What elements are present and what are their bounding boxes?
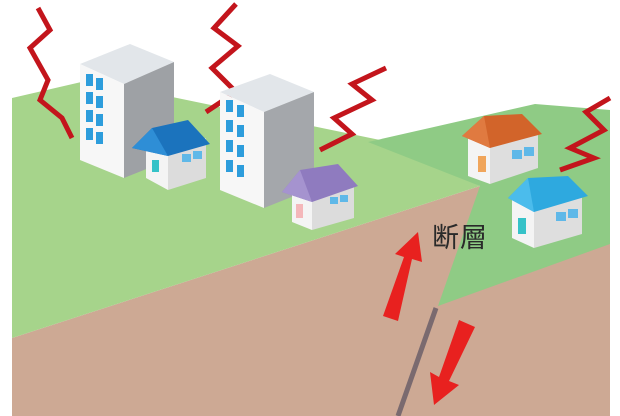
house-icon — [282, 164, 358, 230]
fault-line — [395, 307, 439, 416]
house-icon — [132, 120, 210, 190]
fault-label: 断層 — [432, 223, 488, 254]
up-arrow-icon — [383, 232, 422, 321]
down-arrow-icon — [430, 320, 475, 405]
ground-right-block — [368, 104, 610, 306]
house-icon — [462, 114, 542, 184]
house-icon — [508, 176, 588, 248]
